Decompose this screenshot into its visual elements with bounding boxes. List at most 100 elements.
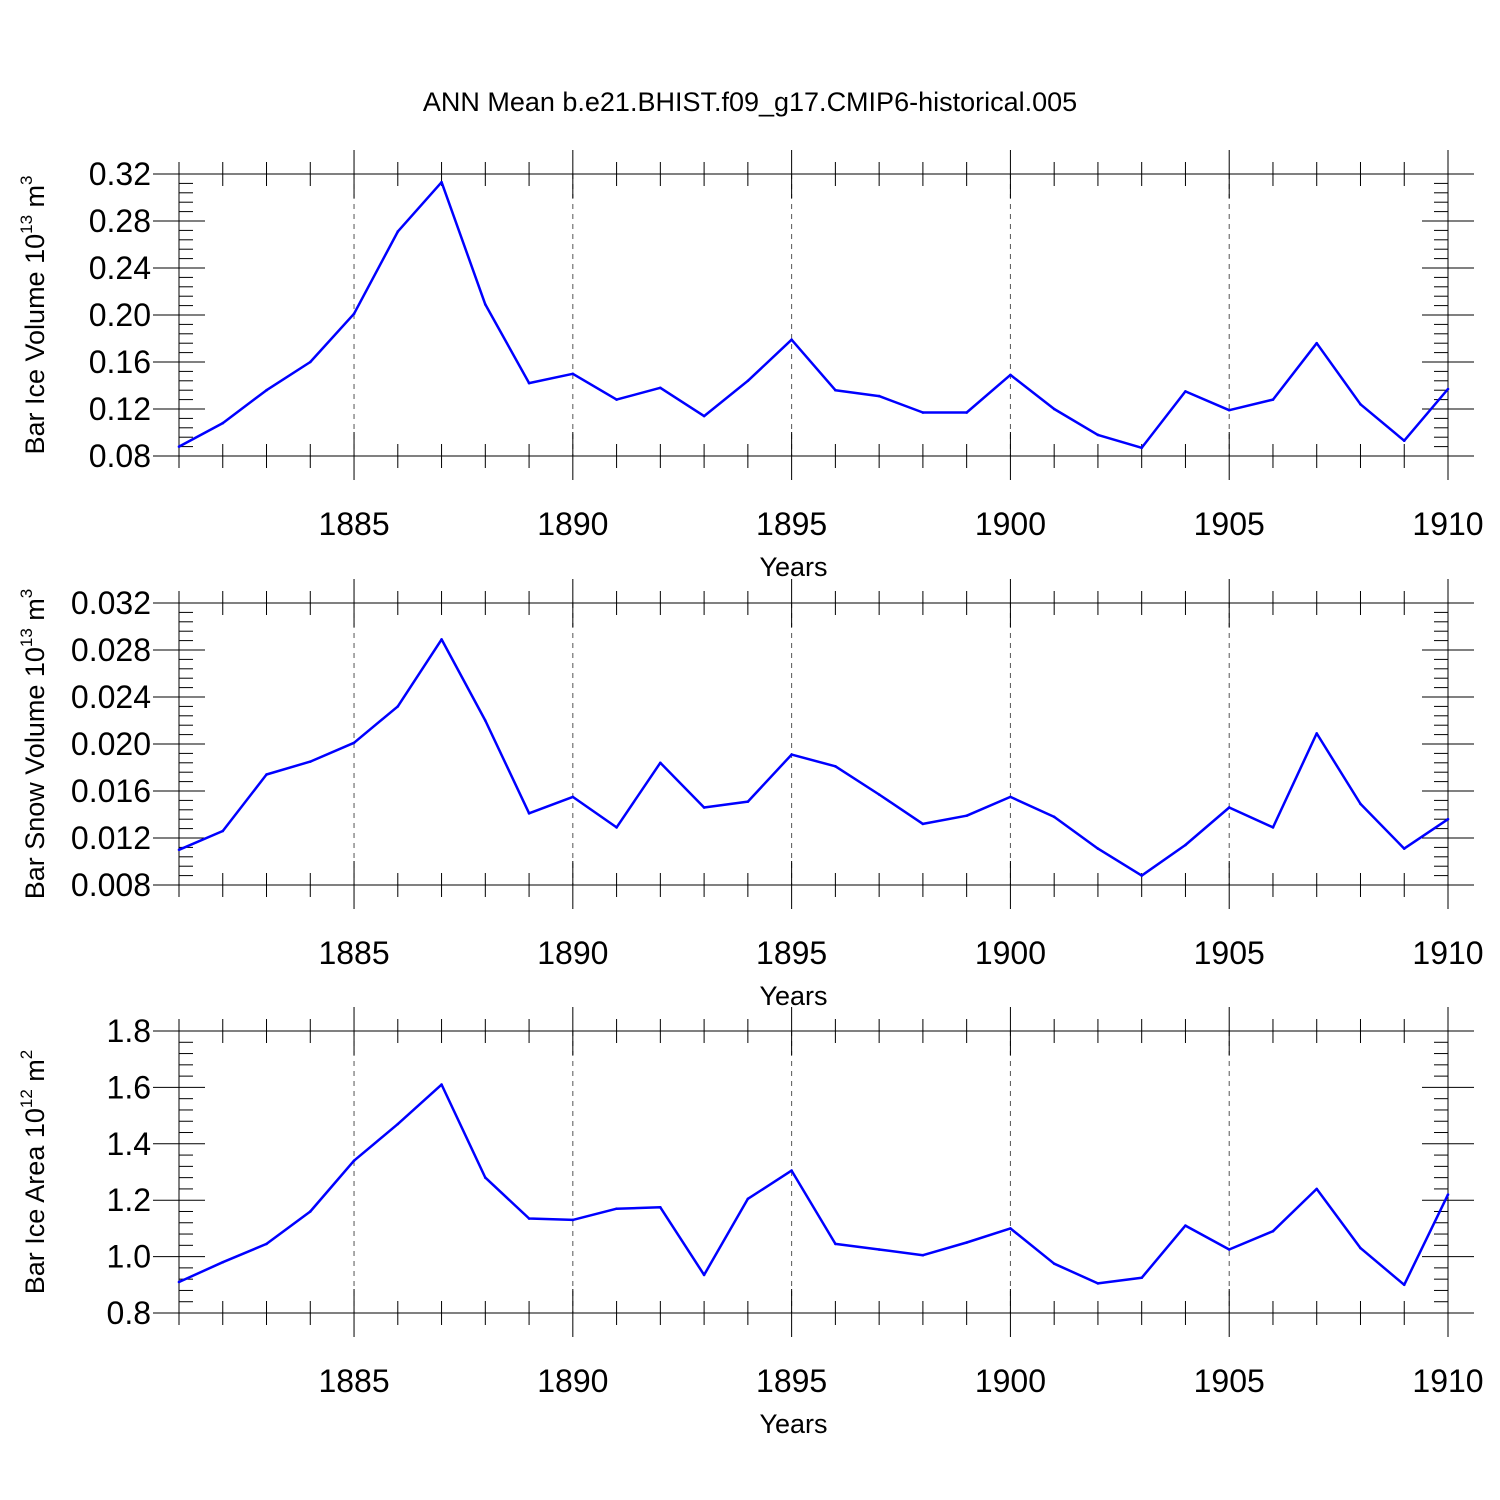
data-point <box>659 386 662 390</box>
x-tick-label: 1885 <box>318 935 389 971</box>
x-axis-label: Years <box>759 981 827 1011</box>
data-point <box>396 1122 400 1126</box>
y-tick-label: 1.8 <box>107 1013 151 1049</box>
data-point <box>265 1242 268 1246</box>
data-point <box>527 381 531 385</box>
panel-3: 0.8 1.0 1.2 1.4 1.6 1.8 1885 1890 1895 1900 1905 19… <box>17 1007 1484 1439</box>
series-line <box>178 180 1449 450</box>
data-point <box>659 1205 662 1209</box>
x-tick-label: 1895 <box>756 935 827 971</box>
x-tick-label: 1885 <box>318 506 389 542</box>
x-tick-label: 1895 <box>756 506 827 542</box>
data-point <box>1140 874 1143 877</box>
data-point <box>1227 806 1231 809</box>
x-tick-label: 1895 <box>756 1363 827 1399</box>
data-point <box>1052 815 1056 819</box>
y-tick-label: 0.032 <box>71 585 151 621</box>
data-point <box>746 1197 750 1201</box>
y-axis-label-part: m <box>20 1059 50 1089</box>
data-point <box>921 1253 925 1257</box>
data-point <box>177 445 181 448</box>
data-point <box>702 806 706 809</box>
x-tick-label: 1900 <box>975 1363 1046 1399</box>
data-point <box>1184 390 1187 393</box>
data-point <box>877 793 881 796</box>
data-point <box>1052 1262 1056 1265</box>
data-point <box>571 1218 575 1222</box>
y-tick-label: 0.12 <box>89 391 151 427</box>
y-tick-label: 0.008 <box>71 867 151 903</box>
data-point <box>746 379 750 383</box>
data-point <box>1402 847 1406 850</box>
data-point <box>615 826 618 829</box>
plot-frame <box>178 173 1449 457</box>
data-point <box>177 1280 181 1284</box>
series-line <box>178 638 1449 877</box>
data-point <box>352 312 356 316</box>
data-point <box>1271 398 1275 401</box>
data-point <box>265 388 268 392</box>
panel-2: 0.008 0.012 0.016 0.020 0.024 0.028 0.032 1885 1… <box>17 579 1484 1011</box>
data-point <box>1446 817 1450 821</box>
plot-frame <box>178 1030 1449 1314</box>
y-tick-label: 0.20 <box>89 297 151 333</box>
data-point <box>440 180 443 184</box>
data-point <box>1184 843 1187 847</box>
y-tick-label: 0.24 <box>89 250 151 286</box>
data-point <box>571 372 575 376</box>
data-point <box>308 760 312 763</box>
y-tick-label: 1.6 <box>107 1069 151 1105</box>
y-axis-label-part: m <box>20 598 50 628</box>
data-point <box>484 303 487 306</box>
y-tick-label: 0.16 <box>89 344 151 380</box>
data-point <box>265 773 268 776</box>
y-tick-label: 1.2 <box>107 1182 151 1218</box>
data-point <box>1096 433 1100 437</box>
chart-title: ANN Mean b.e21.BHIST.f09_g17.CMIP6-histo… <box>423 87 1077 117</box>
data-point <box>1009 1227 1012 1230</box>
x-axis-label: Years <box>759 552 827 582</box>
x-tick-label: 1890 <box>537 935 608 971</box>
data-point <box>1227 1248 1231 1251</box>
panel-1: 0.08 0.12 0.16 0.20 0.24 0.28 0.32 1885 1890 1895… <box>17 150 1484 582</box>
data-point <box>965 411 968 414</box>
data-point <box>1359 403 1362 406</box>
y-tick-label: 0.024 <box>71 679 151 715</box>
data-point <box>440 638 443 641</box>
data-point <box>1315 732 1319 735</box>
y-axis-label-part: 3 <box>17 175 36 184</box>
data-point <box>1271 1229 1275 1233</box>
data-point <box>659 761 662 765</box>
x-tick-label: 1905 <box>1194 506 1265 542</box>
data-point <box>484 1176 487 1179</box>
data-point <box>790 338 793 341</box>
data-point <box>1359 1246 1362 1250</box>
y-tick-label: 0.012 <box>71 820 151 856</box>
y-axis-label: Bar Snow Volume 1013 m3 <box>17 589 50 900</box>
data-point <box>1096 847 1100 850</box>
data-point <box>790 1169 793 1172</box>
data-point <box>1315 1187 1319 1191</box>
y-axis-label-part: 12 <box>17 1089 36 1108</box>
data-point <box>1446 387 1450 391</box>
panels: 0.08 0.12 0.16 0.20 0.24 0.28 0.32 1885 1890 1895… <box>17 150 1484 1439</box>
data-point <box>1009 795 1012 799</box>
y-axis-label: Bar Ice Area 1012 m2 <box>17 1050 50 1295</box>
data-point <box>1315 341 1319 345</box>
y-axis-label-part: 13 <box>17 215 36 234</box>
x-tick-label: 1890 <box>537 506 608 542</box>
data-point <box>965 814 968 817</box>
x-tick-label: 1910 <box>1412 506 1483 542</box>
y-tick-label: 0.08 <box>89 438 151 474</box>
data-point <box>1271 826 1275 829</box>
data-point <box>1359 802 1362 806</box>
y-axis-label-part: Bar Ice Area 10 <box>20 1108 50 1294</box>
y-axis-label-part: 3 <box>17 589 36 598</box>
data-point <box>308 1210 312 1213</box>
data-point <box>352 741 356 745</box>
y-tick-label: 0.028 <box>71 632 151 668</box>
data-point <box>571 795 575 799</box>
data-point <box>221 829 225 833</box>
data-point <box>484 719 487 722</box>
